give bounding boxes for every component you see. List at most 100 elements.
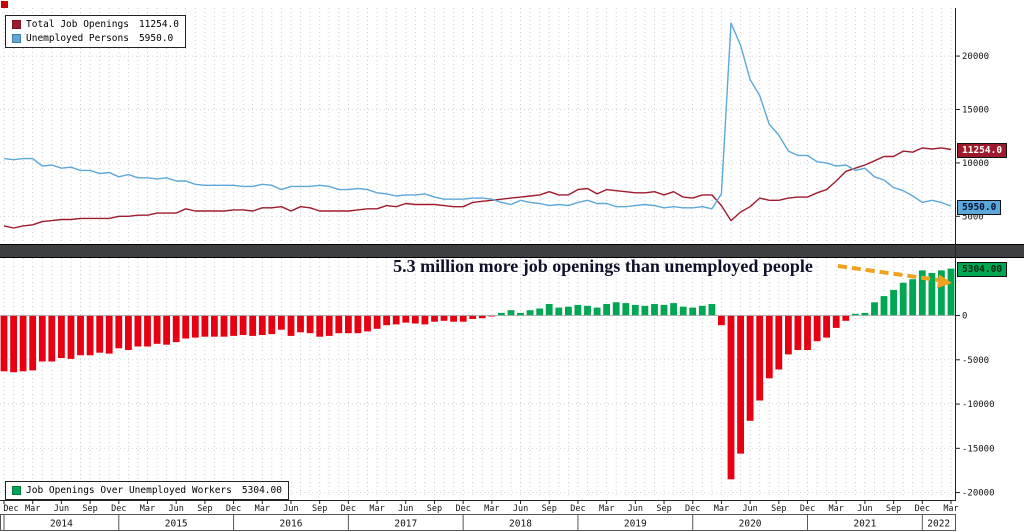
y-axis-tick-label: 10000: [962, 159, 989, 169]
openings-swatch: [12, 20, 21, 29]
year-label: 2015: [165, 519, 188, 530]
unemployed-legend-label: Unemployed Persons: [26, 33, 129, 44]
bottom-legend: Job Openings Over Unemployed Workers 530…: [5, 481, 289, 500]
spread-bar: [765, 315, 773, 379]
x-axis-tick-label: Jun: [742, 504, 757, 514]
spread-bar: [459, 315, 467, 322]
spread-bar: [842, 315, 850, 321]
spread-bar: [947, 268, 955, 316]
spread-bar: [316, 315, 324, 337]
spread-bar: [918, 270, 926, 316]
x-axis-tick-label: Jun: [169, 504, 184, 514]
x-axis-tick-label: Jun: [54, 504, 69, 514]
spread-bar: [555, 307, 563, 316]
spread-bar: [115, 315, 123, 349]
spread-bar: [86, 315, 94, 356]
x-axis-tick-label: Jun: [398, 504, 413, 514]
spread-bar: [10, 315, 17, 373]
spread-bar: [220, 315, 228, 337]
spread-bar: [775, 315, 783, 370]
year-strip: [0, 514, 956, 531]
spread-bar: [440, 315, 448, 321]
y-axis-tick-label: 0: [962, 312, 967, 322]
spread-bar: [861, 312, 869, 316]
spread-bar: [144, 315, 151, 347]
spread-bar: [603, 304, 610, 316]
x-axis-tick-label: Jun: [283, 504, 298, 514]
annotation-text: 5.3 million more job openings than unemp…: [393, 256, 813, 276]
spread-bar: [928, 273, 936, 316]
x-axis-tick-label: Dec: [455, 504, 470, 514]
spread-bar: [67, 315, 75, 359]
spread-bar: [727, 315, 735, 480]
spread-bar: [708, 304, 716, 316]
spread-bar: [268, 315, 276, 335]
spread-bar: [622, 303, 630, 316]
x-axis-tick-label: Dec: [915, 504, 930, 514]
spread-bar: [689, 307, 697, 316]
x-axis-tick-label: Mar: [829, 504, 844, 514]
spread-bar: [718, 315, 725, 326]
legend-item-openings[interactable]: Total Job Openings 11254.0: [12, 19, 179, 30]
legend-item-spread[interactable]: Job Openings Over Unemployed Workers 530…: [12, 485, 282, 496]
x-axis-tick-label: Dec: [111, 504, 126, 514]
unemployed-swatch: [12, 34, 21, 43]
spread-bar: [58, 315, 65, 358]
spread-bar: [19, 315, 27, 372]
year-label: 2018: [509, 519, 532, 530]
y-axis-tick-label: -15000: [962, 444, 995, 454]
openings-line: [3, 147, 952, 229]
spread-bar: [364, 315, 371, 332]
x-axis-tick-label: Mar: [484, 504, 499, 514]
x-axis-tick-label: Dec: [570, 504, 585, 514]
x-axis-tick-label: Mar: [599, 504, 614, 514]
spread-bar: [612, 302, 620, 316]
spread-bar: [0, 315, 8, 372]
spread-bar: [172, 315, 180, 343]
spread-swatch: [12, 486, 21, 495]
x-axis-tick-label: Sep: [771, 504, 786, 514]
corner-marker: [1, 1, 8, 8]
year-label: 2021: [853, 519, 876, 530]
spread-bar: [679, 306, 687, 316]
spread-bar: [909, 279, 917, 316]
spread-bar: [431, 315, 438, 322]
spread-bar: [125, 315, 132, 350]
x-axis-tick-label: Jun: [857, 504, 872, 514]
x-axis-tick-label: Mar: [255, 504, 270, 514]
annotation-arrow: [837, 264, 939, 282]
annotation-arrow-head: [937, 274, 952, 289]
spread-bar: [421, 315, 429, 325]
spread-bar: [498, 312, 505, 316]
spread-bar: [354, 315, 362, 334]
spread-bar: [287, 315, 295, 336]
spread-bar: [899, 282, 907, 316]
spread-bar: [134, 315, 142, 347]
y-axis-tick-label: -10000: [962, 400, 995, 410]
x-axis-tick-label: Sep: [542, 504, 557, 514]
spread-bar: [871, 302, 878, 316]
spread-bar: [392, 315, 400, 325]
spread-bar: [278, 315, 285, 330]
spread-bar: [938, 270, 945, 316]
y-axis-tick-label: -5000: [962, 356, 989, 366]
y-axis-tick-label: 15000: [962, 105, 989, 115]
openings-legend-label: Total Job Openings: [26, 19, 129, 30]
x-axis-tick-label: Dec: [800, 504, 815, 514]
spread-bar: [823, 315, 830, 338]
spread-legend-value: 5304.00: [241, 485, 282, 496]
legend-item-unemployed[interactable]: Unemployed Persons 5950.0: [12, 33, 179, 44]
spread-bar: [737, 315, 744, 454]
spread-bar: [526, 310, 534, 316]
spread-bar: [478, 315, 486, 319]
openings-value-badge: 11254.0: [957, 143, 1008, 158]
year-label: 2020: [739, 519, 762, 530]
spread-bar: [48, 315, 56, 362]
x-axis-tick-label: Sep: [656, 504, 671, 514]
x-axis-tick-label: Mar: [369, 504, 384, 514]
spread-bar: [325, 315, 333, 336]
spread-bar: [545, 304, 553, 316]
year-label: 2016: [280, 519, 303, 530]
